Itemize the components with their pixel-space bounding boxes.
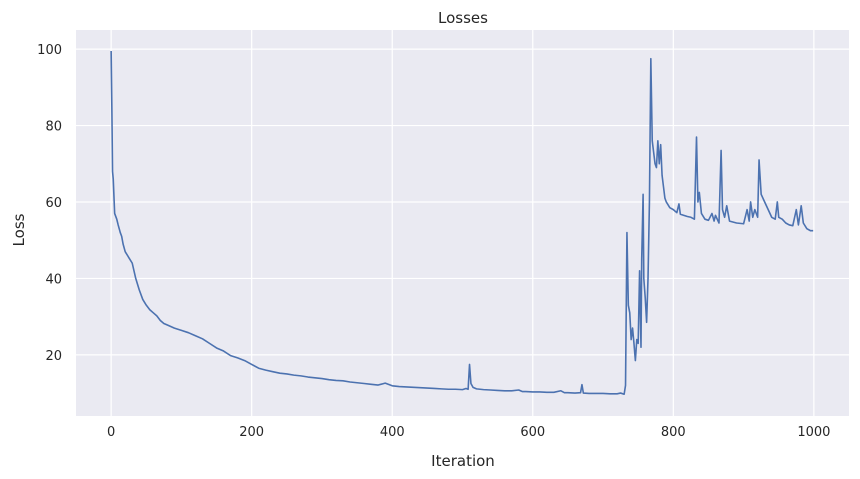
plot-area [76, 30, 849, 416]
chart-title: Losses [438, 9, 488, 27]
y-tick-label: 40 [45, 272, 62, 287]
x-tick-label: 600 [520, 425, 545, 440]
x-tick-label: 1000 [797, 425, 830, 440]
x-tick-label: 200 [239, 425, 264, 440]
x-tick-label: 800 [661, 425, 686, 440]
x-axis-label: Iteration [431, 452, 495, 470]
y-tick-label: 100 [37, 43, 62, 58]
x-tick-label: 400 [380, 425, 405, 440]
y-axis-label: Loss [10, 213, 28, 246]
y-tick-label: 20 [45, 349, 62, 364]
x-axis-ticks: 0 200 400 600 800 1000 [107, 425, 830, 440]
x-tick-label: 0 [107, 425, 115, 440]
y-tick-label: 60 [45, 196, 62, 211]
loss-series-line [110, 51, 814, 396]
y-axis-ticks: 20 40 60 80 100 [37, 43, 62, 364]
y-tick-label: 80 [45, 120, 62, 135]
